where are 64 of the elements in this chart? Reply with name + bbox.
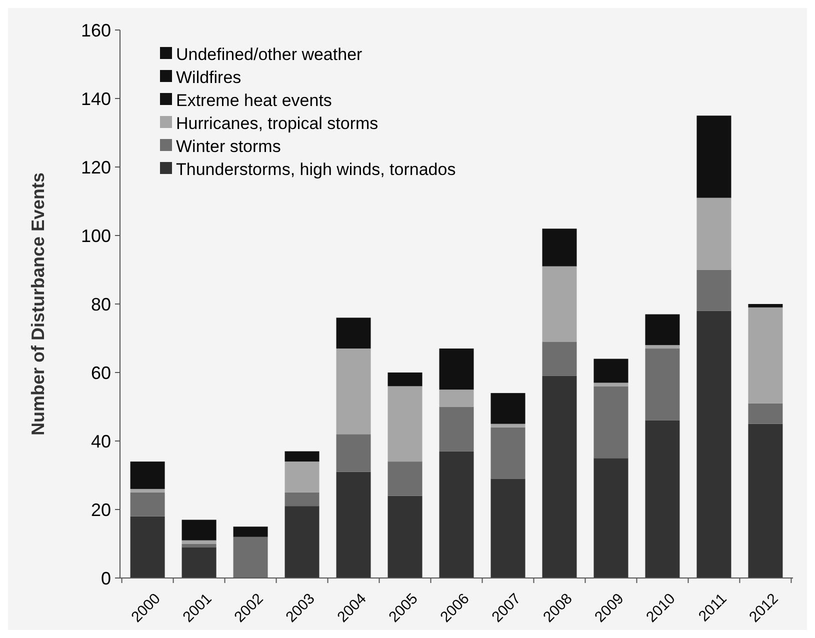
bar: [542, 266, 577, 342]
bar: [645, 314, 680, 346]
bar: [388, 496, 422, 578]
bar: [696, 198, 732, 270]
bar: [439, 390, 474, 407]
legend-label: Wildfires: [176, 68, 242, 87]
bar: [748, 304, 783, 308]
bar: [336, 472, 371, 578]
bar: [439, 348, 474, 390]
y-tick-label: 160: [80, 20, 111, 40]
bar: [388, 462, 422, 496]
bar: [645, 420, 680, 578]
bar: [336, 348, 371, 434]
bar: [130, 488, 165, 492]
bar: [439, 406, 474, 452]
bar: [696, 116, 732, 198]
bar: [130, 516, 165, 578]
y-tick-label: 140: [80, 88, 111, 109]
bar: [284, 506, 320, 578]
bar: [233, 526, 268, 537]
bar: [284, 462, 320, 492]
y-axis-title: Number of Disturbance Events: [28, 172, 48, 436]
bar: [182, 520, 216, 540]
y-tick-label: 60: [90, 362, 111, 383]
bar: [542, 342, 577, 376]
bar: [388, 386, 422, 462]
y-tick-label: 20: [90, 500, 111, 520]
bar: [542, 376, 577, 578]
bar: [696, 310, 732, 578]
bar: [490, 427, 526, 479]
legend-label: Thunderstorms, high winds, tornados: [176, 160, 456, 179]
bar: [490, 478, 526, 578]
legend-label: Extreme heat events: [176, 90, 332, 110]
y-tick-label: 120: [80, 157, 111, 178]
bar: [696, 270, 732, 311]
bar: [130, 492, 165, 516]
bar: [594, 358, 628, 383]
bar: [748, 403, 783, 424]
bar: [284, 451, 320, 462]
bar: [233, 536, 268, 578]
legend-label: Hurricanes, tropical storms: [176, 114, 378, 133]
bar: [336, 318, 371, 349]
bar: [490, 424, 526, 428]
legend-label: Winter storms: [176, 136, 281, 156]
bar: [542, 228, 577, 266]
bar: [182, 540, 216, 544]
bar: [594, 386, 628, 458]
y-tick-label: 100: [80, 226, 111, 246]
bar: [594, 458, 628, 578]
bar: [439, 451, 474, 578]
legend-label: Undefined/other weather: [176, 44, 363, 64]
y-tick-label: 40: [90, 431, 111, 452]
bar: [645, 345, 680, 349]
bar: [490, 393, 526, 424]
bar: [284, 492, 320, 506]
bar: [130, 462, 165, 489]
bar: [645, 348, 680, 420]
y-tick-label: 0: [100, 568, 111, 588]
bar: [748, 307, 783, 404]
y-tick-label: 80: [90, 294, 111, 314]
bar: [748, 424, 783, 578]
bar: [182, 547, 216, 578]
bar: [336, 434, 371, 472]
bar: [388, 372, 422, 386]
